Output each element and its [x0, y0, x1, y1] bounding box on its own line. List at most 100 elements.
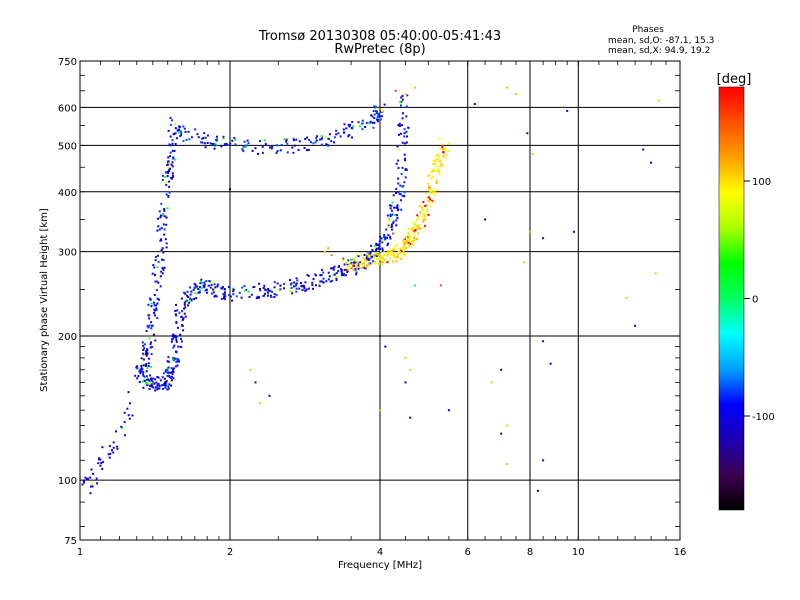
data-point — [439, 147, 442, 150]
data-point — [200, 137, 203, 140]
data-point — [376, 120, 379, 123]
data-point — [400, 172, 403, 175]
data-point — [368, 122, 371, 125]
data-point — [340, 274, 343, 277]
data-point — [393, 206, 396, 209]
data-point — [384, 258, 386, 261]
data-point — [169, 151, 172, 154]
data-point — [154, 314, 156, 317]
data-point — [123, 411, 126, 414]
data-point — [158, 385, 161, 387]
data-point — [150, 383, 153, 386]
data-point — [371, 121, 374, 124]
data-point — [283, 287, 285, 290]
data-point — [85, 478, 88, 481]
data-point — [356, 262, 358, 265]
data-point — [428, 196, 431, 199]
data-point — [430, 191, 433, 194]
data-point — [153, 309, 156, 312]
data-point — [175, 340, 178, 343]
y-tick-label: 300 — [58, 248, 77, 259]
x-tick-label: 8 — [527, 547, 533, 558]
data-point — [156, 317, 159, 319]
data-point — [136, 365, 139, 368]
data-point — [312, 278, 315, 281]
data-point — [140, 370, 143, 373]
data-point — [171, 139, 174, 142]
data-point — [506, 463, 509, 466]
data-point — [243, 140, 246, 143]
data-point — [438, 158, 441, 161]
data-point — [167, 366, 170, 369]
data-point — [189, 299, 192, 302]
data-point — [212, 281, 215, 284]
data-point — [404, 93, 407, 95]
data-point — [390, 225, 393, 228]
data-point — [442, 164, 444, 167]
data-point — [199, 141, 202, 144]
data-point — [412, 230, 415, 233]
data-point — [335, 277, 338, 279]
x-tick-label: 6 — [465, 547, 471, 558]
data-point — [374, 262, 377, 265]
data-point — [432, 169, 435, 172]
data-point — [163, 377, 166, 380]
data-point — [257, 152, 259, 155]
data-point — [304, 138, 307, 140]
data-point — [400, 257, 403, 260]
data-point — [398, 122, 401, 125]
data-point — [343, 268, 346, 271]
data-point — [405, 141, 408, 144]
data-point — [147, 326, 150, 329]
data-point — [388, 219, 391, 222]
data-point — [351, 263, 354, 266]
data-point — [347, 124, 350, 126]
data-point — [542, 459, 545, 462]
data-point — [142, 354, 145, 357]
data-point — [401, 185, 404, 188]
data-point — [175, 321, 178, 323]
data-point — [147, 362, 150, 365]
data-point — [365, 121, 368, 124]
data-point — [392, 222, 395, 224]
data-point — [361, 119, 364, 122]
data-point — [120, 425, 123, 428]
data-point — [375, 112, 378, 115]
data-point — [436, 168, 439, 171]
data-point — [165, 216, 168, 219]
data-point — [149, 346, 152, 349]
data-point — [229, 142, 232, 145]
data-point — [156, 302, 159, 305]
data-point — [438, 155, 440, 158]
data-point — [337, 270, 340, 273]
data-point — [189, 293, 192, 296]
data-point — [348, 262, 351, 265]
data-point — [500, 368, 503, 371]
data-point — [352, 257, 355, 260]
data-point — [160, 248, 163, 251]
data-point — [189, 286, 191, 289]
data-point — [375, 110, 377, 113]
data-point — [203, 132, 206, 135]
data-point — [331, 279, 334, 282]
data-point — [90, 468, 93, 471]
data-point — [529, 230, 531, 233]
data-point — [203, 142, 206, 145]
data-point — [346, 263, 349, 266]
data-point — [215, 143, 218, 146]
data-point — [350, 127, 353, 130]
data-point — [154, 259, 157, 262]
data-point — [90, 482, 93, 485]
data-point — [169, 167, 172, 170]
data-point — [267, 288, 270, 290]
data-point — [147, 378, 150, 381]
y-tick-label: 75 — [64, 536, 77, 547]
data-point — [370, 114, 373, 117]
colorbar-ticks: 100 0 -100 — [744, 177, 775, 423]
data-point — [327, 137, 330, 140]
data-point — [342, 274, 345, 277]
data-point — [422, 212, 425, 215]
data-point — [335, 133, 338, 136]
data-point — [338, 265, 340, 268]
